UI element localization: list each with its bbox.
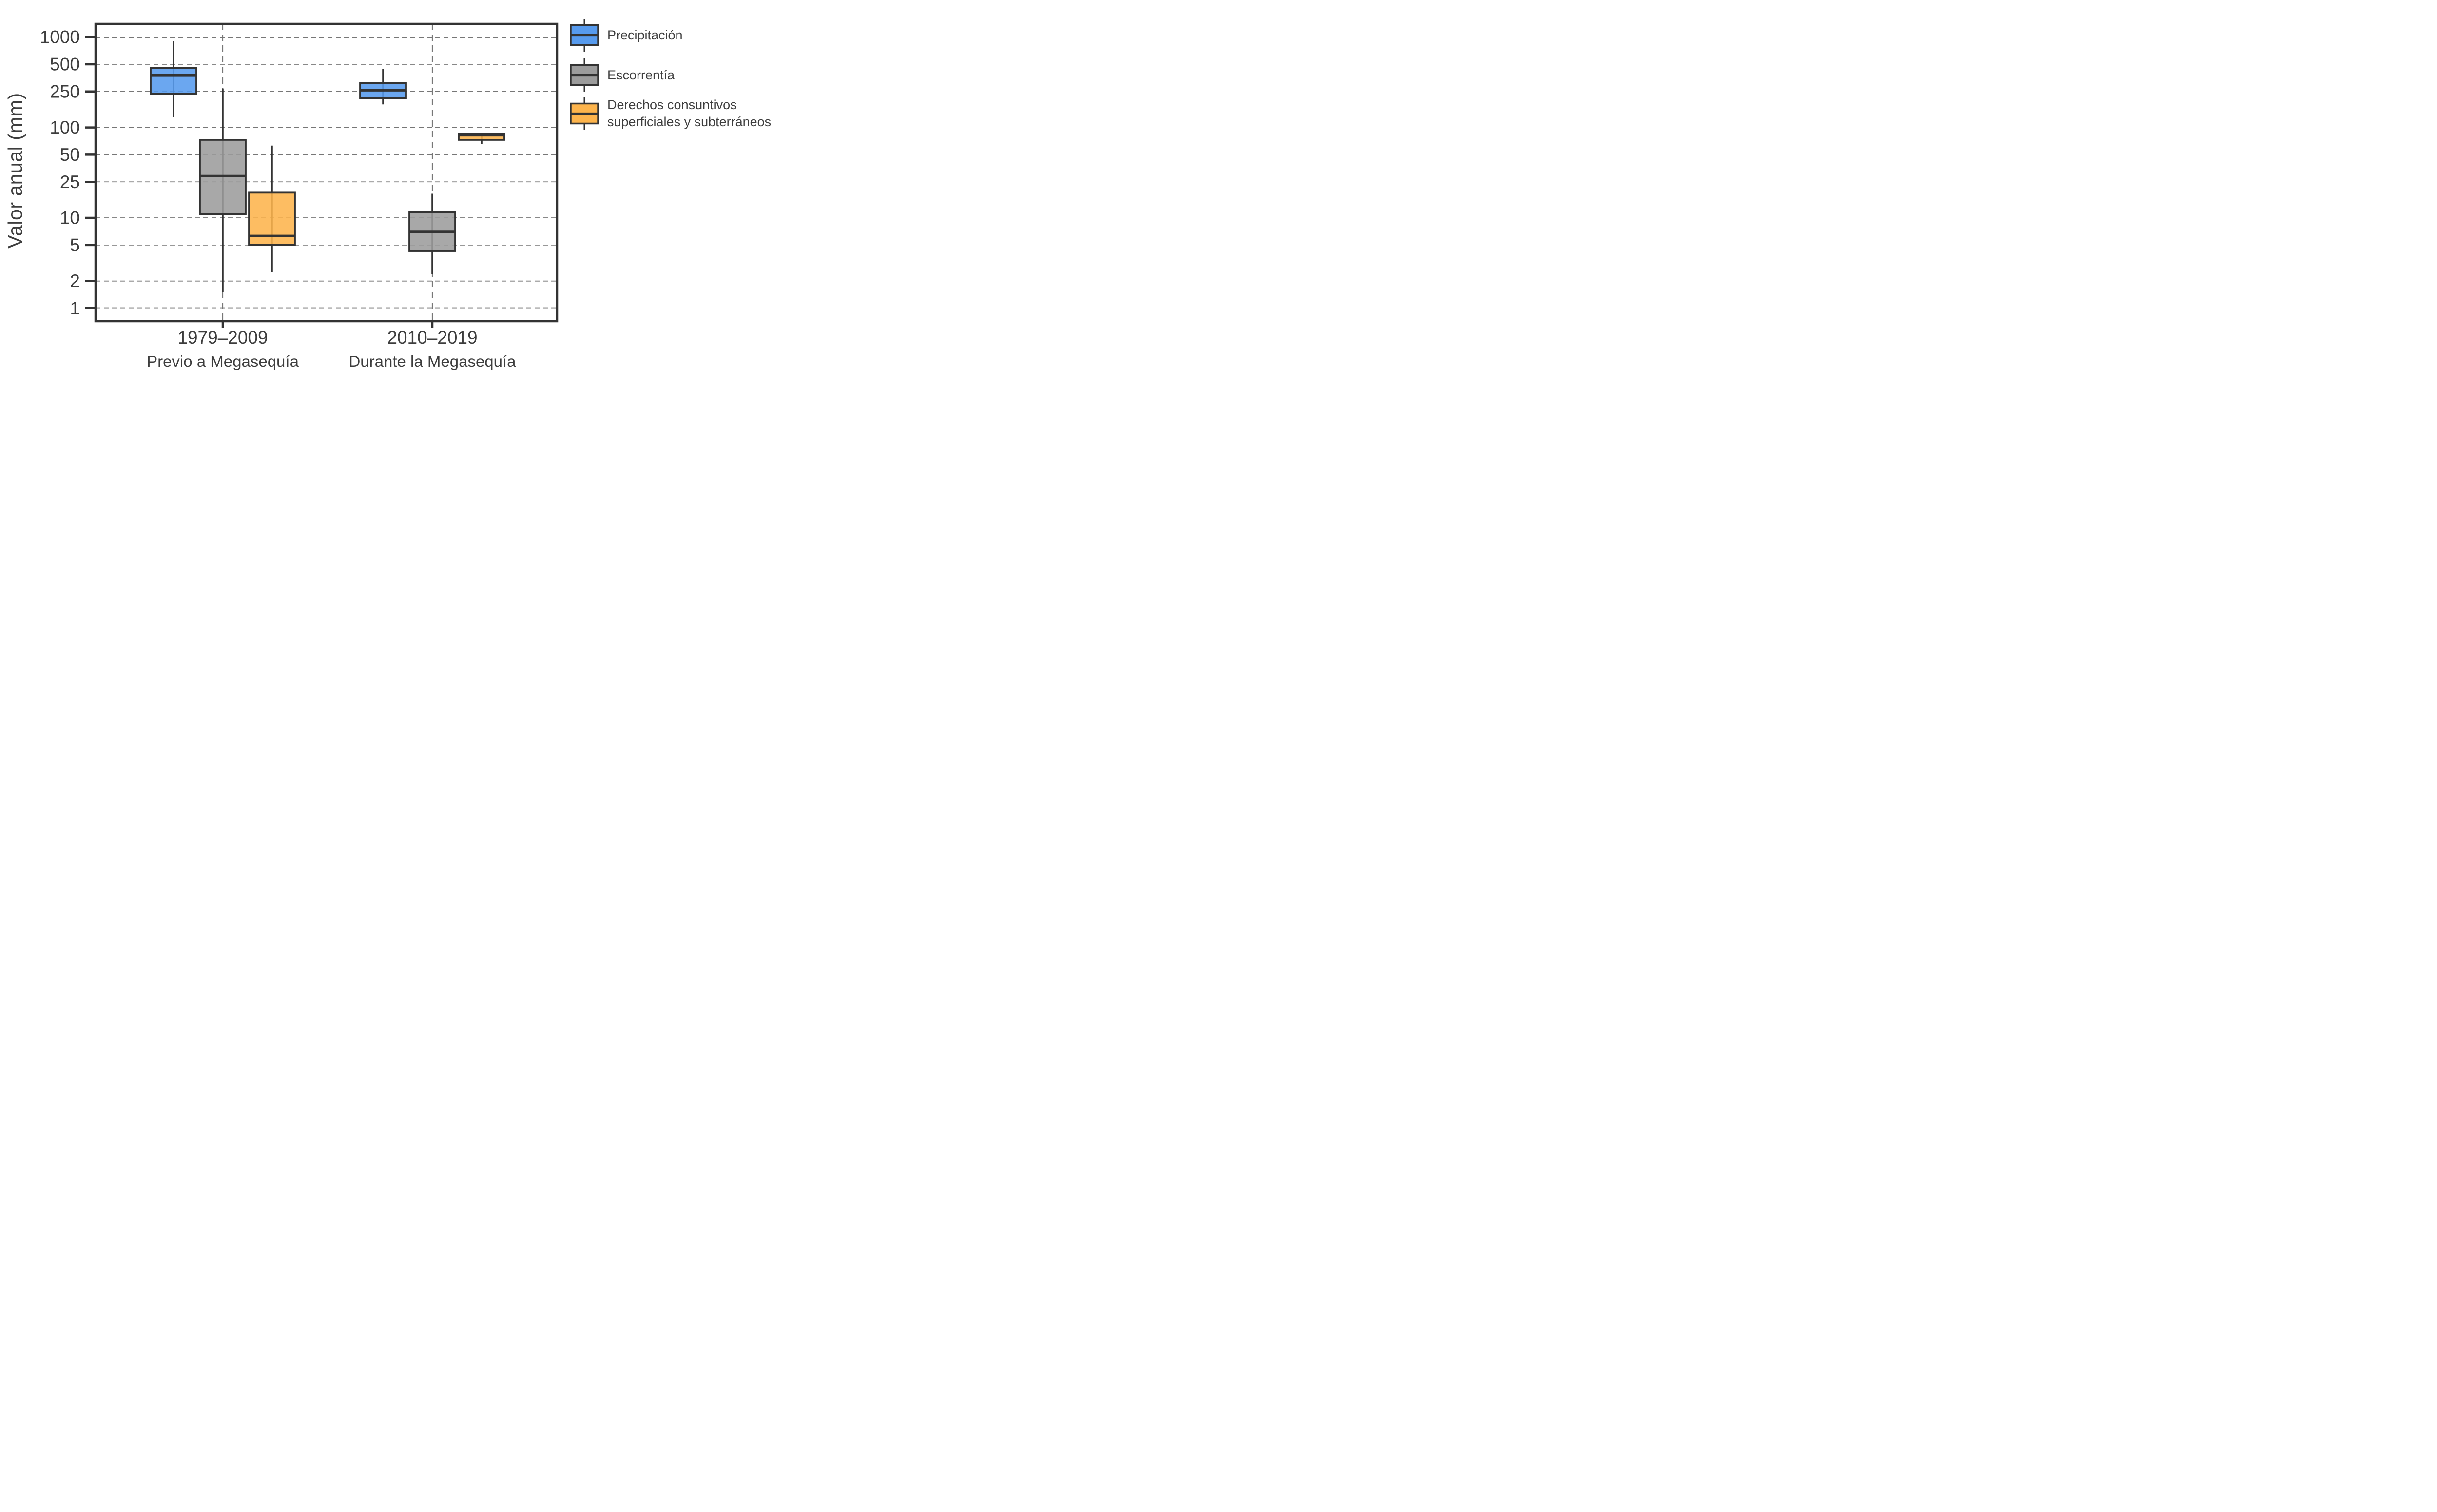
y-tick-label-500: 500 [50,54,80,74]
y-tick-label-250: 250 [50,81,80,101]
legend-item-derechos-consuntivos: Derechos consuntivos superficiales y sub… [569,95,771,132]
y-tick-label-50: 50 [60,145,80,165]
y-tick-label-10: 10 [60,208,80,228]
x-sublabel-period-1: Previo a Megasequía [147,352,299,370]
y-tick-label-1: 1 [70,298,80,318]
legend-item-precipitacion: Precipitación [569,17,683,54]
y-tick-label-25: 25 [60,172,80,192]
legend-item-escorrentia: Escorrentía [569,57,675,94]
y-axis-title: Valor anual (mm) [4,93,26,249]
x-tick-label-period-1: 1979–2009 [177,327,268,347]
legend-label-escorrentia: Escorrentía [607,67,675,82]
box-s0-g0 [150,67,197,95]
boxplot-glyph-escorrentia [570,58,599,92]
x-sublabel-period-2: Durante la Megasequía [348,352,516,370]
y-tick-label-5: 5 [70,235,80,255]
boxplot-figure: 1 2 5 10 25 50 100 250 500 1000 Valor anual (mm) … [0,0,793,378]
y-tick-label-1000: 1000 [40,27,80,47]
boxplot-glyph-precipitacion [570,19,599,52]
boxplot-glyph-derechos-consuntivos [570,97,599,130]
x-tick-label-period-2: 2010–2019 [387,327,478,347]
legend-label-derechos-consuntivos: Derechos consuntivos superficiales y sub… [607,97,772,129]
y-tick-label-2: 2 [70,271,80,291]
panel-border [94,22,559,323]
y-tick-label-100: 100 [50,117,80,137]
legend-label-precipitacion: Precipitación [607,27,683,42]
